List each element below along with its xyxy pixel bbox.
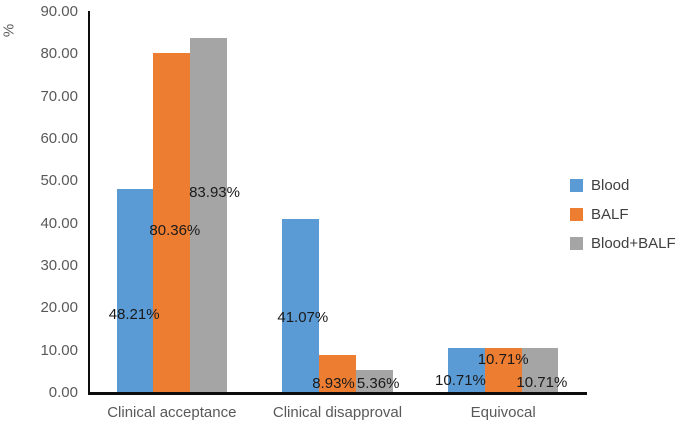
data-label-blood-clinical-disapproval: 41.07% bbox=[277, 309, 329, 326]
y-tick-label: 50.00 bbox=[40, 172, 78, 190]
x-axis-line bbox=[88, 392, 587, 395]
category-label-clinical-acceptance: Clinical acceptance bbox=[107, 404, 237, 421]
legend-item-blood: Blood bbox=[570, 178, 629, 193]
bar-blood-balf-equivocal bbox=[521, 347, 559, 393]
bar-balf-clinical-acceptance bbox=[153, 52, 191, 393]
y-tick-label: 10.00 bbox=[40, 341, 78, 359]
data-label-balf-clinical-acceptance: 80.36% bbox=[149, 222, 201, 239]
legend-label-blood: Blood bbox=[591, 177, 630, 194]
bar-blood-clinical-acceptance bbox=[116, 188, 154, 393]
bar-balf-equivocal bbox=[484, 347, 522, 393]
y-axis-title: % bbox=[0, 23, 18, 38]
y-tick-label: 70.00 bbox=[40, 87, 78, 105]
legend-label-blood-balf: Blood+BALF bbox=[591, 235, 676, 252]
legend-label-balf: BALF bbox=[591, 206, 629, 223]
data-label-blood-equivocal: 10.71% bbox=[435, 372, 486, 389]
y-tick-label: 20.00 bbox=[40, 299, 78, 317]
data-label-balf-clinical-disapproval: 8.93% bbox=[312, 375, 355, 392]
legend-item-blood-balf: Blood+BALF bbox=[570, 236, 676, 251]
legend-swatch-blood bbox=[570, 179, 583, 192]
y-tick-label: 60.00 bbox=[40, 130, 78, 147]
data-label-blood-balf-clinical-acceptance: 83.93% bbox=[189, 184, 240, 201]
y-tick-label: 80.00 bbox=[40, 45, 78, 63]
y-tick-label: 30.00 bbox=[40, 257, 78, 274]
y-tick-label: 90.00 bbox=[40, 3, 78, 20]
data-label-balf-equivocal: 10.71% bbox=[477, 351, 529, 368]
legend-swatch-balf bbox=[570, 208, 583, 221]
bar-blood-balf-clinical-acceptance bbox=[190, 37, 227, 393]
legend-item-balf: BALF bbox=[570, 207, 629, 222]
category-label-clinical-disapproval: Clinical disapproval bbox=[272, 404, 403, 421]
data-label-blood-clinical-acceptance: 48.21% bbox=[108, 306, 160, 323]
bar-blood-balf-clinical-disapproval bbox=[355, 370, 393, 393]
y-tick-label: 0.00 bbox=[48, 384, 78, 401]
y-tick-label: 40.00 bbox=[40, 214, 78, 232]
data-label-blood-balf-clinical-disapproval: 5.36% bbox=[356, 375, 400, 392]
bar-blood-equivocal bbox=[448, 347, 485, 393]
bar-blood-clinical-disapproval bbox=[282, 219, 320, 393]
y-axis-line bbox=[88, 11, 90, 395]
legend-swatch-blood-balf bbox=[570, 237, 583, 250]
bar-balf-clinical-disapproval bbox=[319, 355, 356, 393]
category-label-equivocal: Equivocal bbox=[470, 404, 536, 421]
data-label-blood-balf-equivocal: 10.71% bbox=[516, 374, 568, 391]
